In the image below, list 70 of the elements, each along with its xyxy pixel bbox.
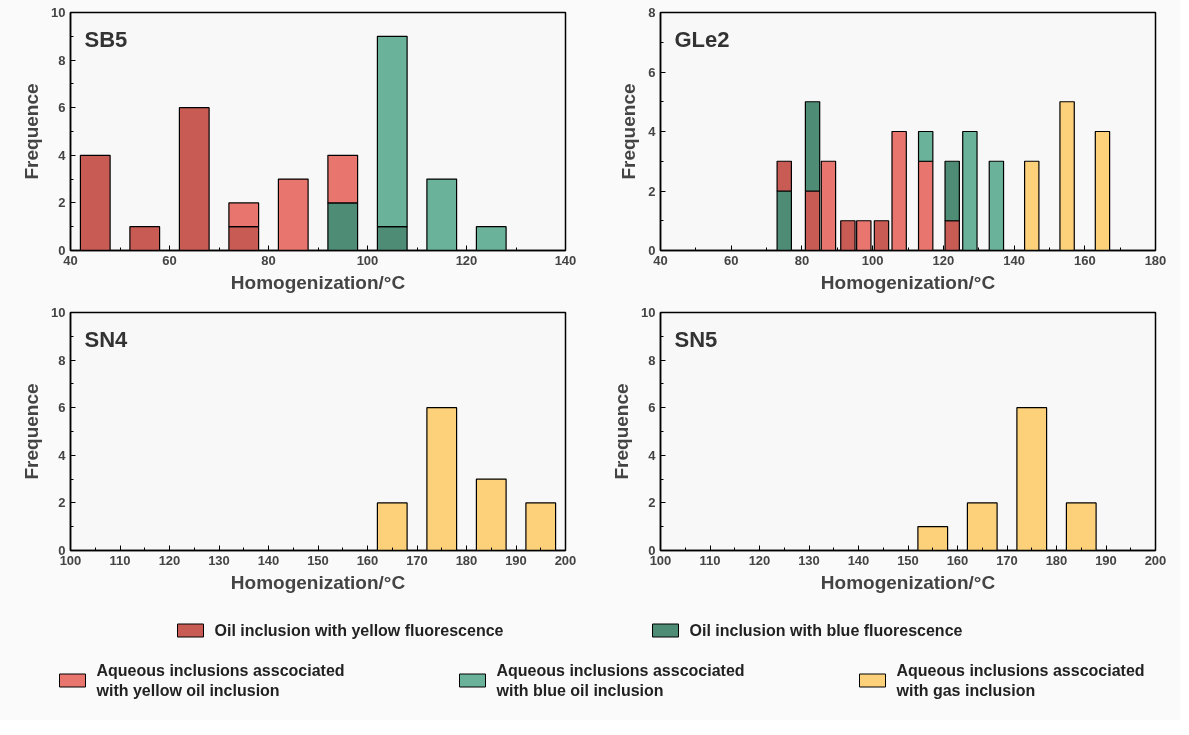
y-axis-title: Frequence [21,83,43,180]
x-tick-label: 180 [455,552,478,568]
x-tick-label: 180 [1045,552,1068,568]
x-axis-title: Homogenization/°C [230,271,406,293]
x-tick-label: 190 [505,552,527,568]
x-tick-label: 80 [261,252,276,268]
y-tick-label: 4 [648,124,657,139]
x-tick-label: 120 [455,252,478,268]
y-tick-label: 2 [58,195,66,211]
x-tick-label: 200 [554,552,577,568]
y-tick-label: 2 [58,495,66,511]
text: SN5 [674,326,718,352]
y-tick-label: 4 [58,447,67,463]
legend-label: Aqueous inclusions asscociated with gas inclusion [895,661,1145,700]
x-tick-label: 120 [748,552,771,568]
y-axis-title: Frequence [611,383,633,480]
x-tick-label: 160 [356,552,379,568]
y-tick-label: 2 [648,183,656,199]
text: SB5 [84,26,128,52]
x-tick-label: 160 [946,552,969,568]
legend-label: Aqueous inclusions asscociated with blue oil inclusion [495,661,745,700]
x-tick-label: 110 [699,552,721,568]
x-tick-label: 140 [847,552,870,568]
y-tick-label: 8 [648,352,656,368]
y-tick-label: 6 [58,400,66,416]
x-tick-label: 140 [554,252,577,268]
y-tick-label: 0 [648,243,656,258]
y-tick-label: 2 [648,495,656,511]
x-tick-label: 200 [1144,552,1167,568]
x-axis-title: Homogenization/°C [820,571,996,593]
x-axis-title: Homogenization/°C [230,571,406,593]
y-tick-label: 4 [58,147,67,163]
y-axis-title: Frequence [618,83,640,180]
x-tick-label: 60 [162,252,177,268]
y-axis-title: Frequence [21,383,43,480]
y-tick-label: 8 [58,352,66,368]
x-tick-label: 160 [1073,252,1096,268]
x-tick-label: 140 [1003,252,1025,268]
y-tick-label: 6 [648,400,656,416]
legend-label: Aqueous inclusions asscociated with yellow oil inclusion [95,661,345,700]
y-tick-label: 0 [58,243,66,258]
legend-label: Oil inclusion with blue fluorescence [689,622,963,639]
x-tick-label: 130 [208,552,230,568]
x-tick-label: 80 [794,252,810,268]
x-tick-label: 100 [861,252,884,268]
x-tick-label: 60 [723,252,739,268]
x-tick-label: 150 [307,552,329,568]
y-tick-label: 4 [648,447,657,463]
x-tick-label: 170 [406,552,428,568]
y-tick-label: 10 [641,305,656,320]
x-tick-label: 130 [798,552,820,568]
y-tick-label: 6 [648,64,656,80]
text: SN4 [84,326,129,352]
legend-label: Oil inclusion with yellow fluorescence [214,622,504,639]
x-tick-label: 150 [897,552,919,568]
y-tick-label: 10 [51,305,66,320]
text: GLe2 [674,26,730,52]
x-tick-label: 190 [1095,552,1117,568]
y-tick-label: 10 [51,5,66,20]
x-tick-label: 110 [109,552,131,568]
x-tick-label: 100 [356,252,379,268]
x-tick-label: 120 [932,252,955,268]
y-tick-label: 8 [58,52,66,68]
x-tick-label: 170 [996,552,1018,568]
y-tick-label: 6 [58,100,66,116]
y-tick-label: 8 [648,5,656,20]
x-axis-title: Homogenization/°C [820,271,996,293]
x-tick-label: 120 [158,552,181,568]
x-tick-label: 140 [257,552,280,568]
x-tick-label: 180 [1144,252,1167,268]
